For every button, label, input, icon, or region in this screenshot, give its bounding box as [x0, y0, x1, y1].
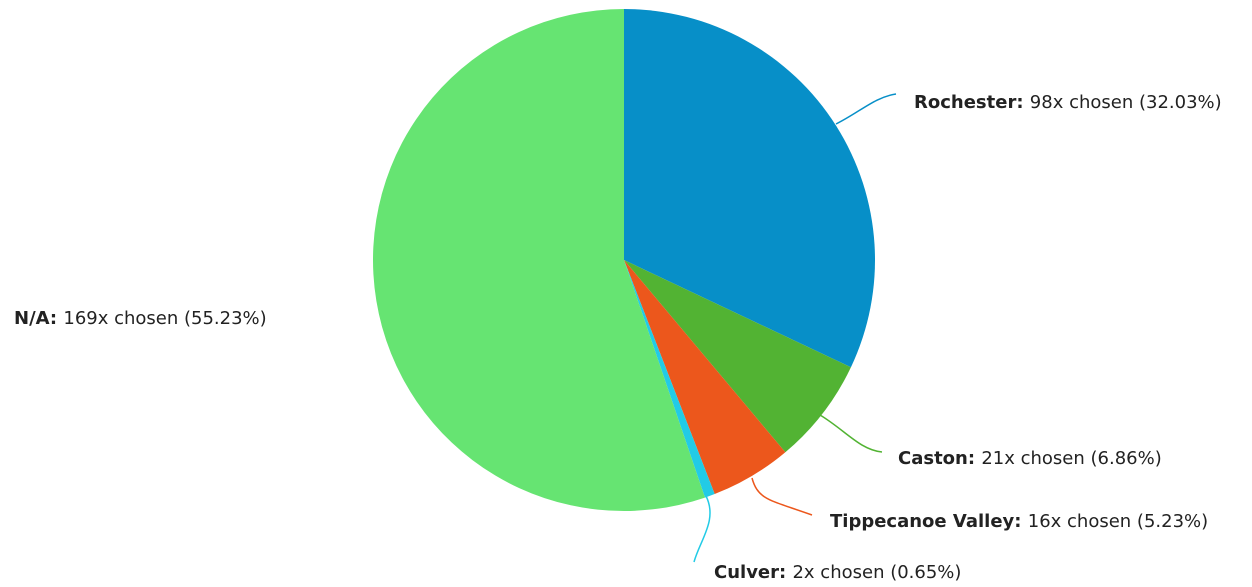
- label-na: N/A: 169x chosen (55.23%): [14, 308, 267, 329]
- label-caston-value: 21x chosen (6.86%): [981, 448, 1161, 469]
- label-connectors: [693, 93, 897, 563]
- label-caston-name: Caston: [898, 448, 968, 469]
- label-tippecanoe-valley-name: Tippecanoe Valley: [830, 511, 1015, 532]
- label-na-colon: :: [50, 308, 63, 329]
- label-rochester-colon: :: [1016, 92, 1029, 113]
- slice-tippecanoe-valley: [624, 260, 786, 495]
- label-tippecanoe-valley-colon: :: [1014, 511, 1027, 532]
- label-culver-colon: :: [779, 562, 792, 583]
- label-rochester-value: 98x chosen (32.03%): [1030, 92, 1222, 113]
- label-tippecanoe-valley-value: 16x chosen (5.23%): [1028, 511, 1208, 532]
- label-caston-colon: :: [968, 448, 981, 469]
- slice-caston: [624, 260, 851, 453]
- label-tippecanoe-valley: Tippecanoe Valley: 16x chosen (5.23%): [830, 511, 1208, 532]
- label-rochester-name: Rochester: [914, 92, 1016, 113]
- label-rochester: Rochester: 98x chosen (32.03%): [914, 92, 1222, 113]
- slice-rochester: [624, 9, 875, 368]
- connector-tippecanoe-valley: [751, 477, 813, 516]
- label-culver-name: Culver: [714, 562, 779, 583]
- connector-culver: [693, 495, 711, 563]
- label-na-value: 169x chosen (55.23%): [63, 308, 266, 329]
- connector-caston: [819, 414, 883, 453]
- label-na-name: N/A: [14, 308, 50, 329]
- label-culver: Culver: 2x chosen (0.65%): [714, 562, 961, 583]
- slice-n-a: [373, 9, 705, 511]
- label-caston: Caston: 21x chosen (6.86%): [898, 448, 1162, 469]
- slice-culver: [624, 260, 715, 498]
- connector-rochester: [835, 93, 897, 125]
- slice-labels: Rochester: 98x chosen (32.03%) Caston: 2…: [14, 92, 1222, 583]
- pie-slices: [373, 9, 875, 511]
- label-culver-value: 2x chosen (0.65%): [792, 562, 961, 583]
